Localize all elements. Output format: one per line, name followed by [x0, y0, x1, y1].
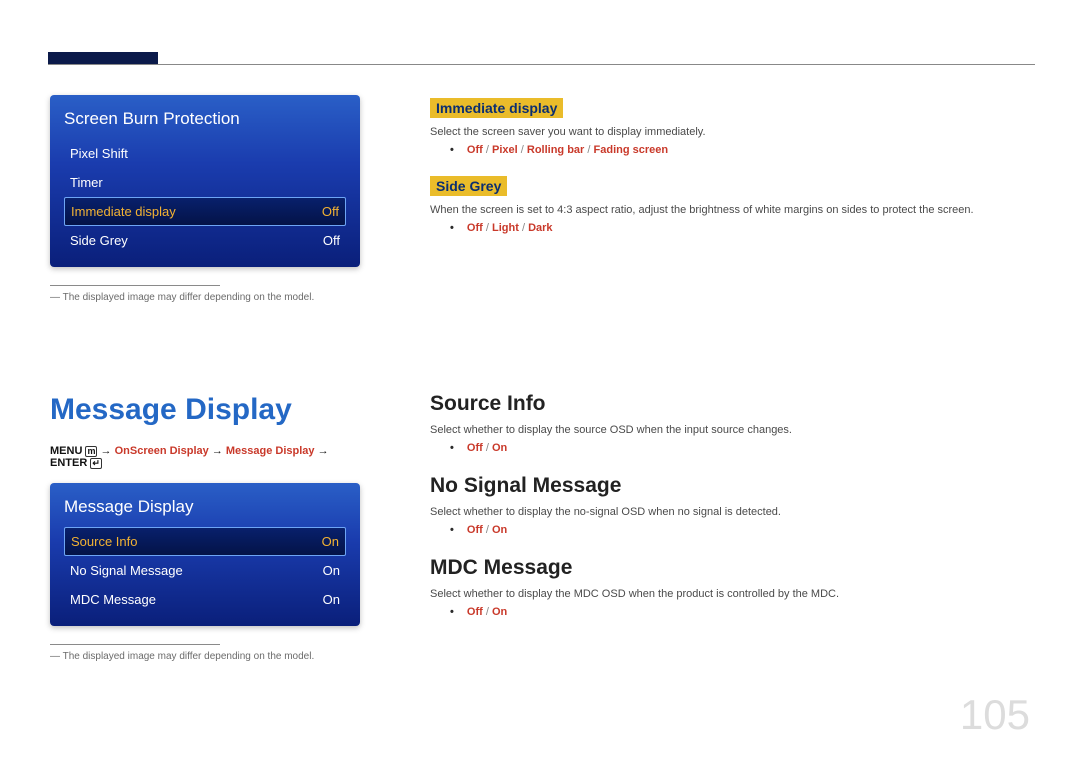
- item-value: Off: [322, 204, 339, 219]
- list-item[interactable]: No Signal Message On: [64, 556, 346, 585]
- panel-title: Message Display: [64, 497, 346, 517]
- arrow: →: [318, 445, 329, 457]
- opt: Fading screen: [594, 144, 669, 156]
- list-item[interactable]: Side Grey Off: [64, 226, 346, 255]
- opt: Pixel: [492, 144, 518, 156]
- opt: On: [492, 524, 507, 536]
- opt: Dark: [528, 222, 552, 234]
- option-list: • Off / On: [450, 524, 1035, 536]
- arrow: →: [212, 445, 223, 457]
- left-column: Screen Burn Protection Pixel Shift Timer…: [50, 60, 360, 662]
- item-label: Timer: [70, 175, 103, 190]
- body-text: When the screen is set to 4:3 aspect rat…: [430, 204, 1035, 216]
- bullet-icon: •: [450, 222, 454, 234]
- item-label: Immediate display: [71, 204, 176, 219]
- body-text: Select whether to display the source OSD…: [430, 424, 1035, 436]
- path-part: Message Display: [226, 445, 315, 457]
- bullet-icon: •: [450, 442, 454, 454]
- opt: Off: [467, 524, 483, 536]
- item-value: Off: [323, 233, 340, 248]
- enter-icon: ↵: [90, 458, 102, 469]
- opt: Light: [492, 222, 519, 234]
- item-value: On: [323, 592, 340, 607]
- header-rule: [48, 64, 1035, 65]
- item-label: Pixel Shift: [70, 146, 128, 161]
- option-list: • Off / On: [450, 606, 1035, 618]
- sub-heading: No Signal Message: [430, 474, 1035, 498]
- message-display-panel: Message Display Source Info On No Signal…: [50, 483, 360, 626]
- bullet-icon: •: [450, 524, 454, 536]
- item-label: Source Info: [71, 534, 138, 549]
- body-text: Select whether to display the no-signal …: [430, 506, 1035, 518]
- page-number: 105: [960, 691, 1030, 739]
- item-label: Side Grey: [70, 233, 128, 248]
- menu-path: MENU m → OnScreen Display → Message Disp…: [50, 445, 360, 469]
- opt: On: [492, 442, 507, 454]
- sub-heading: Immediate display: [430, 98, 563, 118]
- footnote: ― The displayed image may differ dependi…: [50, 292, 360, 303]
- list-item-selected[interactable]: Immediate display Off: [64, 197, 346, 226]
- path-enter: ENTER: [50, 457, 90, 469]
- option-list: • Off / Light / Dark: [450, 222, 1035, 234]
- item-value: On: [322, 534, 339, 549]
- note-separator: [50, 644, 220, 645]
- right-column: Immediate display Select the screen save…: [430, 60, 1035, 662]
- sub-heading: Source Info: [430, 392, 1035, 416]
- option-list: • Off / On: [450, 442, 1035, 454]
- option-list: • Off / Pixel / Rolling bar / Fading scr…: [450, 144, 1035, 156]
- body-text: Select whether to display the MDC OSD wh…: [430, 588, 1035, 600]
- body-text: Select the screen saver you want to disp…: [430, 126, 1035, 138]
- list-item[interactable]: Pixel Shift: [64, 139, 346, 168]
- note-separator: [50, 285, 220, 286]
- opt: Off: [467, 144, 483, 156]
- bullet-icon: •: [450, 606, 454, 618]
- opt: On: [492, 606, 507, 618]
- item-label: MDC Message: [70, 592, 156, 607]
- opt: Off: [467, 606, 483, 618]
- list-item-selected[interactable]: Source Info On: [64, 527, 346, 556]
- sub-heading: MDC Message: [430, 556, 1035, 580]
- sub-heading: Side Grey: [430, 176, 507, 196]
- panel-title: Screen Burn Protection: [64, 109, 346, 129]
- bullet-icon: •: [450, 144, 454, 156]
- arrow: →: [101, 445, 112, 457]
- screenburn-panel: Screen Burn Protection Pixel Shift Timer…: [50, 95, 360, 267]
- path-part: OnScreen Display: [115, 445, 209, 457]
- item-value: On: [323, 563, 340, 578]
- path-menu: MENU: [50, 445, 85, 457]
- opt: Off: [467, 222, 483, 234]
- list-item[interactable]: MDC Message On: [64, 585, 346, 614]
- item-label: No Signal Message: [70, 563, 183, 578]
- header-bold-rule: [48, 52, 158, 64]
- footnote: ― The displayed image may differ dependi…: [50, 651, 360, 662]
- opt: Rolling bar: [527, 144, 584, 156]
- menu-icon: m: [85, 446, 97, 457]
- list-item[interactable]: Timer: [64, 168, 346, 197]
- section-heading: Message Display: [50, 393, 360, 427]
- opt: Off: [467, 442, 483, 454]
